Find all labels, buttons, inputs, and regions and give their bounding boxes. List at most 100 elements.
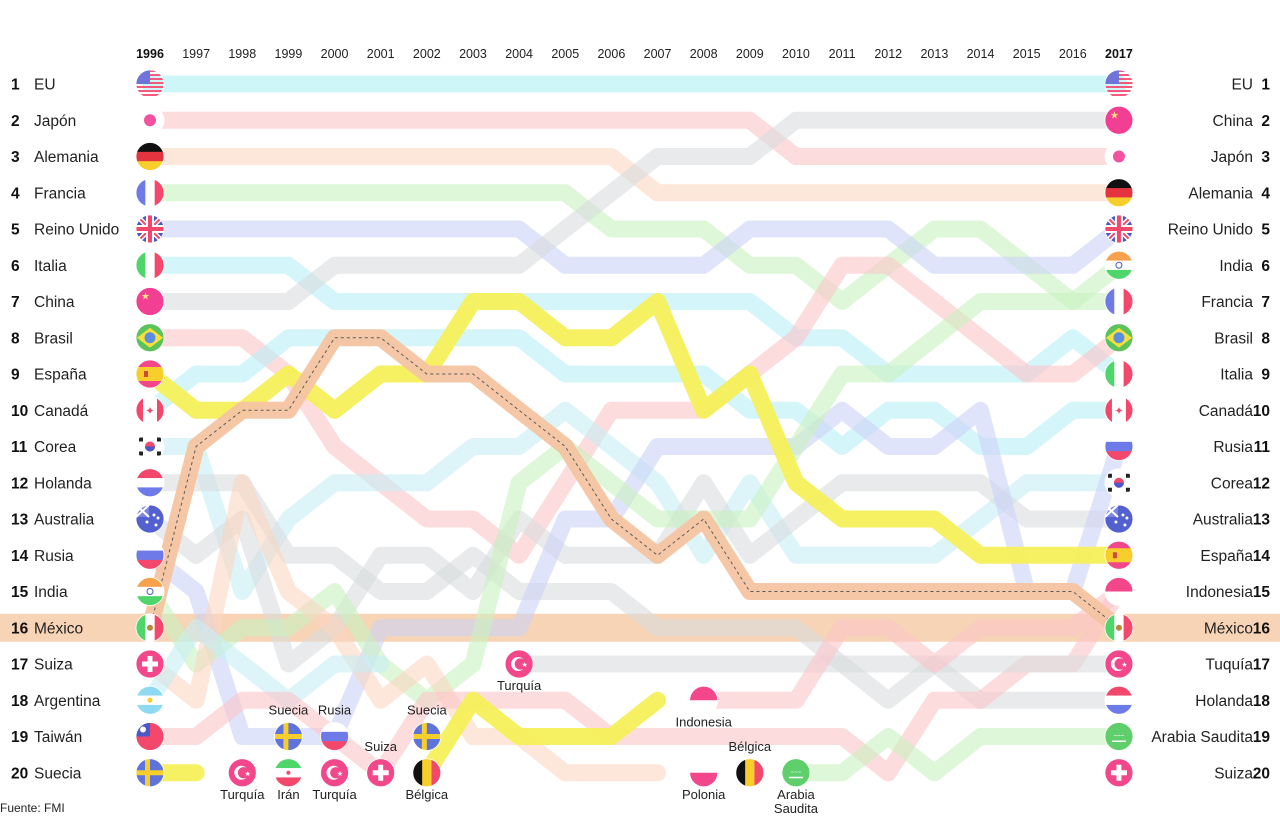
series-line-australia: [141, 474, 1128, 673]
right-country-label: Holanda: [1195, 693, 1253, 710]
right-rank-number: 19: [1253, 729, 1271, 746]
right-country-label: Reino Unido: [1168, 222, 1253, 239]
left-country-label: Argentina: [34, 693, 101, 710]
left-country-label: Rusia: [34, 548, 74, 565]
series-line-china: [141, 111, 1128, 310]
right-country-label: China: [1213, 113, 1254, 130]
iran-flag-icon: [274, 758, 303, 788]
year-label-2017: 2017: [1105, 47, 1133, 61]
annotation-label-suecia: Suecia: [269, 703, 310, 718]
left-country-label: China: [34, 294, 75, 311]
china-flag-icon: ★: [1104, 105, 1134, 135]
right-rank-number: 5: [1261, 222, 1270, 239]
right-country-label: Arabia Saudita: [1151, 729, 1253, 746]
indonesia-flag-icon: [1104, 577, 1134, 606]
right-flag-icons: ★ ✦ ★ ~~~: [1104, 69, 1134, 788]
left-rank-number: 13: [11, 512, 29, 529]
series-line-suiza: [141, 474, 666, 782]
series-line-arabia-saudita: [787, 728, 1128, 782]
brazil-flag-icon: [135, 323, 165, 353]
switzerland-flag-icon: [1104, 758, 1134, 788]
uk-flag-icon: [135, 214, 165, 244]
right-country-label: Brasil: [1214, 330, 1253, 347]
year-label-2002: 2002: [413, 47, 441, 61]
left-rank-number: 16: [11, 620, 29, 637]
year-label-2004: 2004: [505, 47, 533, 61]
left-rank-number: 1: [11, 77, 20, 94]
right-country-label: Canadá: [1199, 403, 1254, 420]
series-line-rusia: [141, 401, 1128, 745]
series-line-holanda: [141, 474, 1128, 709]
switzerland-flag-icon: [366, 758, 396, 788]
right-rank-number: 20: [1253, 765, 1270, 782]
france-flag-icon: [1104, 287, 1134, 316]
india-flag-icon: [1104, 250, 1134, 280]
series-line-reino-unido: [141, 220, 1128, 274]
belgium-flag-icon: [412, 758, 442, 788]
right-country-label: Italia: [1220, 367, 1253, 384]
left-rank-number: 19: [11, 729, 29, 746]
left-country-label: España: [34, 367, 87, 384]
netherlands-flag-icon: [135, 468, 165, 498]
right-country-label: Suiza: [1214, 765, 1253, 782]
turkey-flag-icon: ★: [227, 758, 257, 788]
russia-flag-icon: [135, 540, 165, 570]
brazil-flag-icon: [1104, 323, 1134, 353]
right-rank-number: 14: [1253, 548, 1271, 565]
left-country-label: Suecia: [34, 765, 82, 782]
annotation-label-turquia: Turquía: [312, 787, 357, 802]
right-country-label: India: [1219, 258, 1253, 275]
turkey-flag-icon: ★: [320, 758, 349, 788]
left-country-label: México: [34, 620, 83, 637]
left-country-label: Brasil: [34, 330, 73, 347]
taiwan-flag-icon: [135, 722, 165, 751]
australia-flag-icon: [1104, 504, 1134, 534]
japan-flag-icon: [1104, 142, 1134, 171]
russia-flag-icon: [320, 722, 349, 751]
right-rank-number: 9: [1261, 367, 1270, 384]
right-rank-number: 10: [1253, 403, 1270, 420]
saudi-flag-icon: ~~~: [1104, 722, 1134, 751]
annotation-label-belgica: Bélgica: [728, 739, 771, 754]
right-rank-number: 12: [1253, 475, 1270, 492]
right-country-label: Alemania: [1188, 185, 1253, 202]
svg-text:★: ★: [521, 661, 527, 669]
saudi-flag-icon: ~~~: [781, 758, 811, 788]
left-rank-number: 18: [11, 693, 29, 710]
year-label-2012: 2012: [874, 47, 902, 61]
right-country-label: México: [1204, 620, 1253, 637]
series-line-taiwan: [141, 583, 1128, 782]
right-rank-number: 7: [1261, 294, 1270, 311]
svg-text:★: ★: [337, 770, 343, 778]
right-rank-number: 13: [1253, 512, 1271, 529]
right-country-label: Tuquía: [1205, 657, 1253, 674]
usa-flag-icon: [1104, 69, 1134, 99]
right-rank-number: 3: [1261, 149, 1270, 166]
left-rank-number: 20: [11, 765, 28, 782]
france-flag-icon: [135, 178, 165, 208]
left-rank-number: 11: [11, 439, 28, 456]
sweden-flag-icon: [412, 722, 442, 751]
year-label-2013: 2013: [920, 47, 948, 61]
annotation-label-arabia-saudita: Saudita: [774, 801, 819, 816]
left-rank-number: 6: [11, 258, 20, 275]
year-label-1999: 1999: [275, 47, 303, 61]
series-lines-group: [141, 75, 1128, 782]
mexico-flag-icon: [135, 613, 165, 643]
turkey-flag-icon: ★: [504, 649, 534, 679]
right-rank-number: 8: [1261, 330, 1270, 347]
year-label-2001: 2001: [367, 47, 395, 61]
right-country-label: Japón: [1211, 149, 1253, 166]
svg-text:★: ★: [245, 770, 251, 778]
right-rank-number: 11: [1254, 439, 1271, 456]
svg-text:★: ★: [1110, 110, 1119, 121]
usa-flag-icon: [135, 69, 165, 99]
poland-flag-icon: [689, 758, 719, 788]
australia-flag-icon: [135, 504, 165, 534]
left-country-label: Australia: [34, 512, 95, 529]
left-rank-number: 10: [11, 403, 28, 420]
germany-flag-icon: [1104, 178, 1134, 208]
right-rank-labels: 1 EU 2 China 3 Japón 4 Alemania 5 Reino Unido 6 Ind…: [1151, 77, 1270, 783]
right-country-label: Francia: [1201, 294, 1253, 311]
